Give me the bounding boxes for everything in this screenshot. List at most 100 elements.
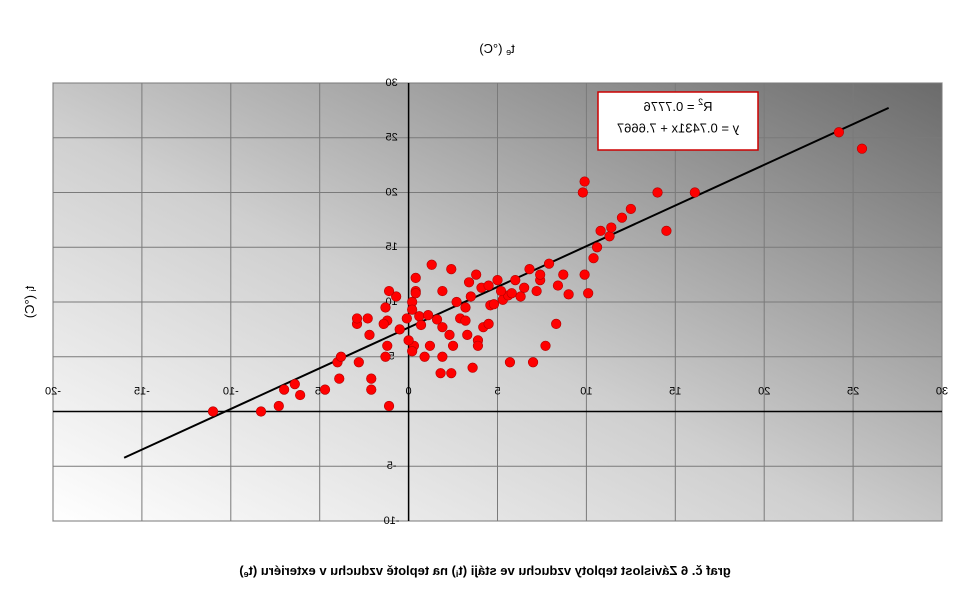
x-tick-label: -5 (315, 385, 325, 397)
chart-caption: graf č. 6 Závislost teploty vzduchu ve s… (239, 563, 731, 579)
data-point (444, 329, 455, 340)
data-point (510, 274, 521, 286)
data-point (558, 269, 569, 280)
data-point (519, 282, 530, 293)
data-point (506, 288, 517, 299)
data-point (383, 285, 395, 297)
data-point (595, 225, 606, 236)
x-tick-label: 15 (669, 385, 681, 397)
data-point (364, 329, 375, 340)
x-tick-label: 10 (580, 385, 592, 397)
data-point (295, 389, 306, 401)
r-squared-label: R2 = 0.7776 (644, 97, 713, 114)
data-point (289, 379, 300, 390)
x-tick-label: -15 (134, 385, 150, 397)
data-point (447, 340, 459, 351)
data-point (472, 340, 484, 351)
data-point (426, 259, 437, 270)
data-point (540, 340, 551, 351)
x-tick-label: -20 (45, 385, 61, 397)
data-point (551, 318, 562, 329)
data-point (407, 304, 418, 315)
data-point (319, 384, 331, 395)
data-point (380, 302, 391, 313)
data-point (335, 351, 347, 362)
data-point (652, 187, 663, 198)
data-point (279, 384, 290, 395)
data-point (460, 315, 471, 326)
data-point (515, 291, 526, 302)
x-tick-label: 5 (494, 385, 500, 397)
data-point (483, 318, 494, 329)
data-point (437, 322, 448, 333)
data-point (689, 187, 700, 198)
data-point (383, 400, 395, 412)
y-tick-label: 30 (385, 77, 397, 89)
data-point (394, 324, 405, 335)
x-tick-label: 30 (936, 385, 948, 397)
data-point (463, 277, 475, 288)
data-point (353, 357, 364, 368)
data-point (833, 127, 844, 138)
trendline-group (123, 106, 890, 459)
data-point (579, 269, 590, 280)
data-point (407, 346, 418, 357)
data-point (471, 269, 482, 280)
data-point (446, 368, 457, 379)
data-point (527, 357, 539, 368)
data-point (255, 406, 267, 417)
data-point (460, 302, 471, 313)
data-point (362, 313, 373, 324)
y-tick-label: 25 (385, 132, 397, 144)
data-point (552, 280, 564, 291)
data-point (583, 288, 594, 299)
y-tick-label: 15 (385, 241, 397, 253)
data-point (401, 313, 412, 324)
x-tick-labels: -20 -15 -10 -5 0 5 10 15 20 25 30 (45, 385, 948, 397)
data-point (424, 340, 436, 351)
data-point (382, 340, 393, 351)
data-point (366, 373, 377, 384)
data-point (437, 285, 448, 297)
data-point (524, 264, 535, 275)
data-point (431, 314, 443, 325)
data-point (351, 313, 363, 324)
data-point (391, 291, 402, 302)
y-tick-label: 5 (389, 351, 395, 363)
data-point (378, 318, 389, 329)
data-point (403, 335, 414, 346)
data-point (604, 231, 615, 242)
y-tick-label: -10 (384, 515, 400, 527)
data-point (465, 291, 476, 302)
data-point (419, 351, 430, 362)
data-point (273, 400, 284, 412)
data-point (380, 351, 391, 362)
data-point (579, 176, 590, 187)
data-point (531, 285, 542, 297)
data-point (437, 351, 448, 362)
data-point (588, 253, 599, 264)
equation-box: y = 0.7431x + 7.6667 R2 = 0.7776 (597, 91, 759, 151)
data-point (435, 368, 446, 379)
data-point (856, 143, 868, 154)
x-tick-label: 20 (758, 385, 770, 397)
y-tick-label: 20 (385, 186, 397, 198)
x-tick-label: -10 (223, 385, 239, 397)
data-point (577, 187, 588, 198)
data-point (451, 296, 462, 308)
x-tick-label: 0 (406, 385, 412, 397)
data-point (415, 319, 427, 331)
data-point (504, 357, 516, 368)
data-point (467, 362, 478, 373)
data-points (207, 127, 868, 417)
trendline (123, 106, 890, 459)
data-point (334, 373, 345, 384)
x-tick-label: 25 (847, 385, 859, 397)
data-point (366, 384, 377, 395)
data-point (492, 274, 503, 286)
data-point (606, 222, 617, 233)
